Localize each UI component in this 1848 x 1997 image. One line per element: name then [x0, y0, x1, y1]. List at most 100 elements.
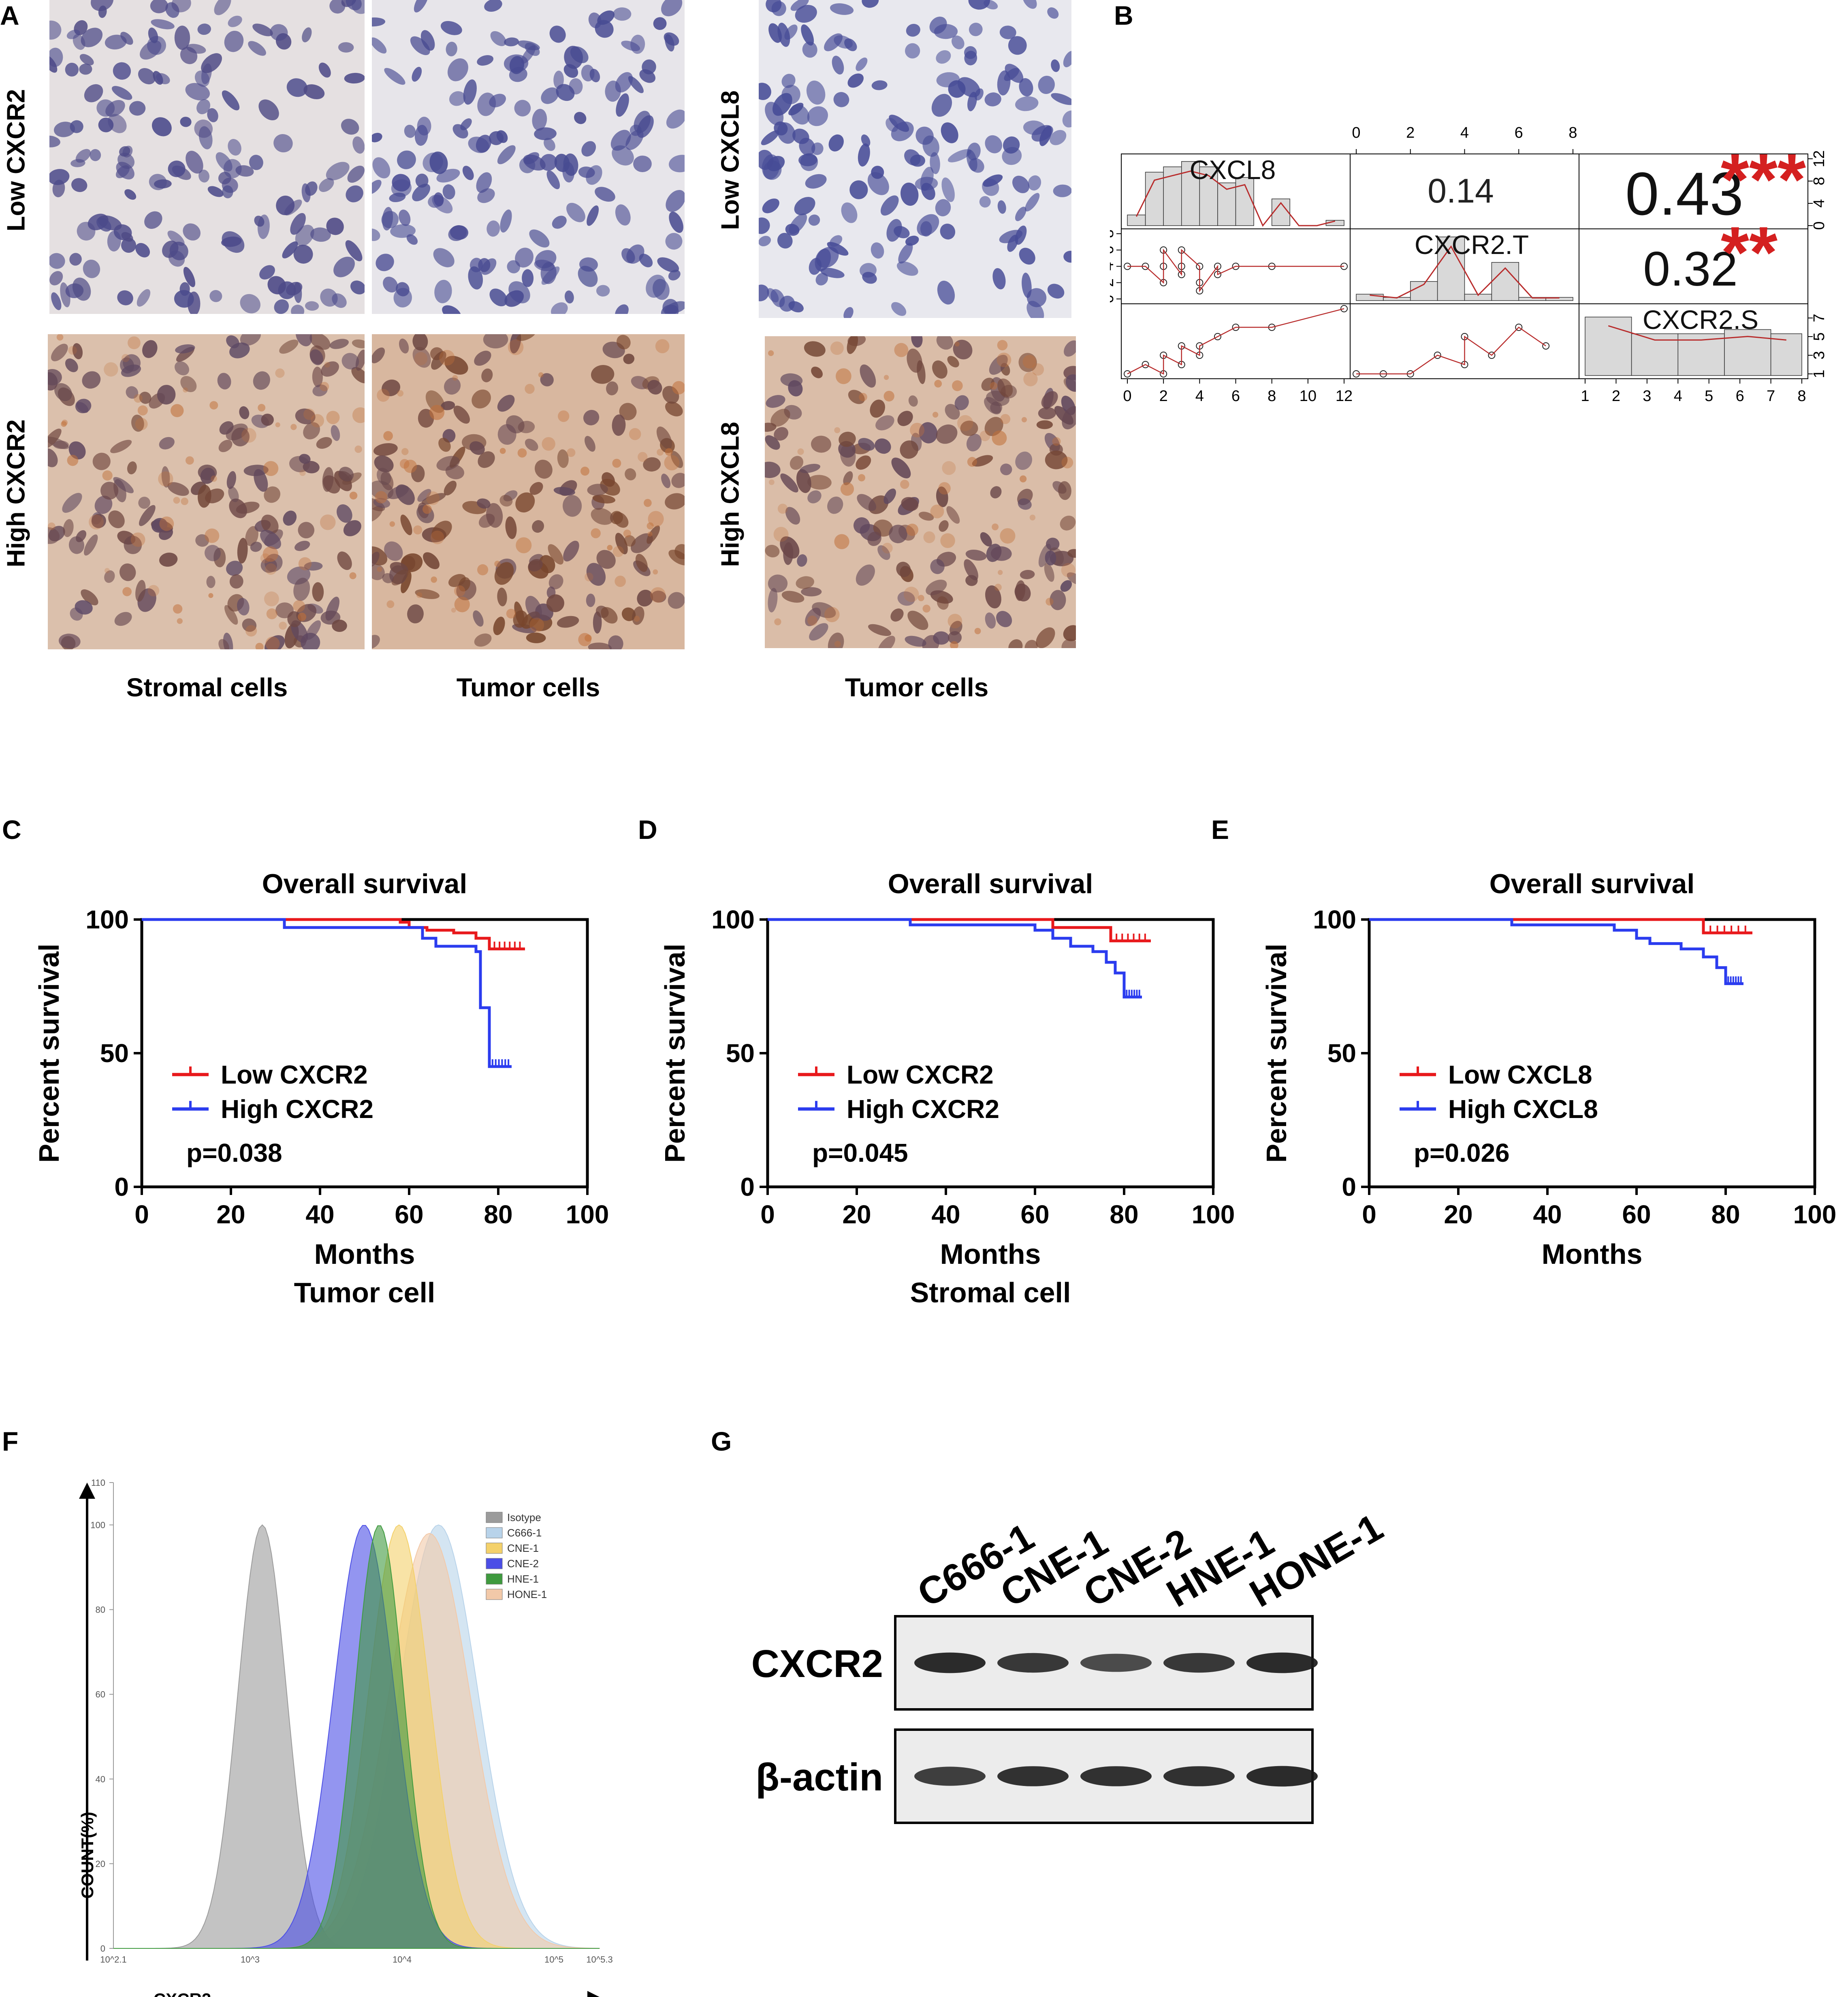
- stain-spot: [177, 618, 183, 624]
- stain-spot: [824, 607, 840, 623]
- cell-nucleus: [529, 482, 543, 495]
- cell-nucleus: [828, 134, 844, 151]
- cell-nucleus: [985, 612, 996, 629]
- cell-nucleus: [858, 438, 875, 451]
- cell-nucleus: [795, 4, 817, 23]
- cell-nucleus: [180, 117, 192, 127]
- cell-nucleus: [84, 84, 103, 102]
- stain-spot: [375, 491, 388, 504]
- stain-spot: [255, 642, 264, 649]
- y-tick-label: 0: [1342, 1172, 1356, 1201]
- cell-nucleus: [801, 24, 814, 46]
- cell-nucleus: [548, 574, 563, 590]
- stain-spot: [298, 557, 312, 570]
- cell-nucleus: [432, 195, 453, 213]
- stain-spot: [1031, 363, 1044, 376]
- variable-label: CXCR2.T: [1415, 230, 1529, 260]
- cell-nucleus: [114, 612, 132, 626]
- cell-nucleus: [476, 134, 491, 153]
- cell-nucleus: [1063, 51, 1071, 68]
- cell-nucleus: [253, 371, 270, 390]
- cell-nucleus: [905, 636, 926, 647]
- cell-nucleus: [49, 135, 60, 147]
- stain-spot: [426, 491, 440, 505]
- x-tick-label: 100: [566, 1200, 609, 1229]
- cell-nucleus: [564, 290, 574, 304]
- x-tick-label: 0: [134, 1200, 149, 1229]
- p-value: p=0.038: [186, 1138, 282, 1167]
- cell-nucleus: [880, 195, 899, 216]
- y-axis-label: Percent survival: [33, 944, 65, 1163]
- cell-nucleus: [77, 222, 96, 241]
- stain-spot: [128, 336, 141, 350]
- protein-band: [997, 1653, 1069, 1673]
- cell-nucleus: [587, 205, 599, 226]
- stain-spot: [644, 499, 652, 507]
- stain-spot: [612, 546, 624, 557]
- stain-spot: [403, 459, 417, 473]
- y-tick-label: 0: [114, 1172, 129, 1201]
- axis-tick-label: 6: [1515, 124, 1523, 141]
- cell-nucleus: [1041, 391, 1058, 408]
- cell-nucleus: [200, 467, 215, 484]
- cell-nucleus: [117, 290, 133, 305]
- cell-nucleus: [137, 289, 151, 307]
- cell-nucleus: [623, 354, 635, 364]
- cell-nucleus: [997, 378, 1013, 397]
- cell-nucleus: [762, 198, 779, 213]
- cell-nucleus: [797, 554, 807, 567]
- histogram-bar: [1217, 182, 1236, 226]
- stain-spot: [807, 615, 817, 626]
- cell-nucleus: [195, 534, 209, 547]
- cell-nucleus: [789, 213, 807, 234]
- stain-spot: [205, 528, 220, 543]
- stain-spot: [950, 641, 958, 648]
- cell-nucleus: [207, 108, 218, 122]
- cell-nucleus: [781, 74, 796, 88]
- y-tick-label: 100: [1313, 905, 1356, 934]
- cell-nucleus: [989, 354, 1008, 375]
- cell-nucleus: [666, 109, 685, 129]
- stain-spot: [320, 514, 336, 530]
- cell-nucleus: [907, 348, 922, 373]
- cell-nucleus: [1000, 463, 1012, 476]
- cell-nucleus: [194, 70, 210, 87]
- stain-spot: [389, 521, 395, 527]
- histogram-bar: [1677, 333, 1725, 376]
- y-tick-label: 0: [740, 1172, 755, 1201]
- cell-nucleus: [152, 117, 172, 137]
- cell-nucleus: [442, 305, 461, 314]
- cell-nucleus: [107, 230, 121, 252]
- plot-title: Overall survival: [1489, 868, 1695, 899]
- scatter-point: [1142, 361, 1149, 368]
- x-axis-label: Months: [314, 1238, 415, 1270]
- cell-nucleus: [890, 608, 904, 622]
- cell-nucleus: [807, 490, 822, 504]
- stain-spot: [672, 381, 685, 395]
- col-label-cxcl8-tumor: Tumor cells: [845, 673, 989, 702]
- cell-nucleus: [525, 595, 542, 620]
- cell-nucleus: [1036, 420, 1053, 429]
- cell-nucleus: [245, 526, 258, 546]
- cell-nucleus: [774, 427, 789, 441]
- cell-nucleus: [481, 258, 497, 275]
- stain-spot: [947, 614, 962, 629]
- cell-nucleus: [780, 536, 800, 559]
- cell-nucleus: [274, 299, 289, 314]
- cell-nucleus: [338, 42, 354, 53]
- scatter-point: [1515, 324, 1523, 331]
- y-arrow-head: [79, 1483, 95, 1499]
- y-tick-label: 110: [91, 1478, 105, 1488]
- stain-spot: [209, 401, 218, 410]
- cell-nucleus: [345, 240, 363, 261]
- cell-nucleus: [759, 284, 769, 301]
- km-plot-stromal-cell: Overall survival 0 20 40 60 80 100 0 50 100 Percen…: [659, 868, 1235, 1308]
- stain-spot: [930, 504, 944, 518]
- cell-nucleus: [180, 376, 197, 393]
- cell-nucleus: [237, 598, 250, 616]
- cell-nucleus: [265, 635, 285, 649]
- stain-spot: [650, 587, 666, 603]
- cell-nucleus: [839, 431, 856, 447]
- cell-nucleus: [267, 276, 286, 294]
- stain-spot: [834, 640, 841, 647]
